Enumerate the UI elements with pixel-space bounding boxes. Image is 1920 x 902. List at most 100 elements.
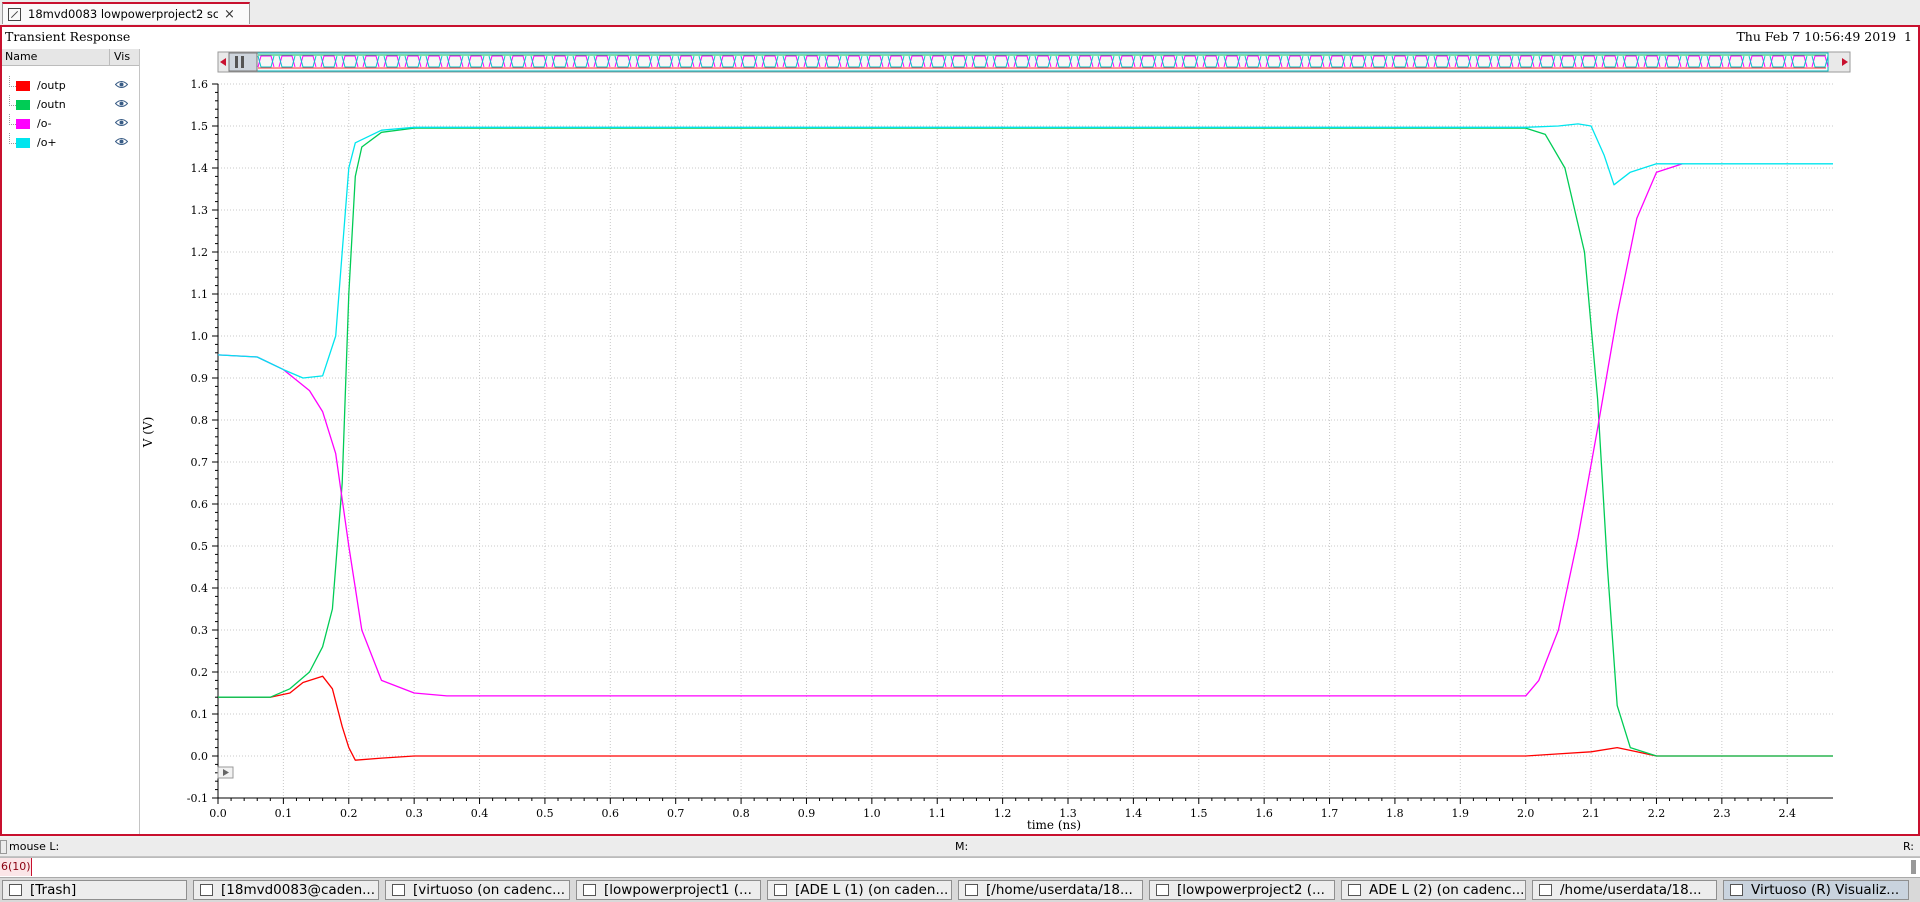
x-tick-label: 0.1	[275, 807, 293, 820]
x-tick-label: 1.9	[1452, 807, 1470, 820]
taskbar-label: [virtuoso (on cadenc...	[413, 882, 566, 898]
overview-strip[interactable]	[217, 51, 1851, 73]
mouse-left-status: mouse L:	[9, 840, 60, 853]
eye-icon[interactable]	[115, 137, 128, 146]
close-icon[interactable]: ×	[224, 6, 235, 22]
legend-item[interactable]: /o+	[2, 133, 139, 152]
play-icon[interactable]	[217, 766, 234, 779]
taskbar-button[interactable]: [virtuoso (on cadenc...	[385, 880, 570, 900]
y-tick-label: 0.2	[191, 666, 209, 679]
resize-handle[interactable]	[1911, 860, 1916, 874]
y-tick-label: 1.0	[191, 330, 209, 343]
x-tick-label: 2.4	[1778, 807, 1796, 820]
mouse-right-status: R:	[1903, 840, 1915, 853]
x-tick-label: 0.4	[471, 807, 489, 820]
chart-grid	[217, 83, 1833, 799]
taskbar-button[interactable]: [18mvd0083@caden...	[193, 880, 379, 900]
taskbar-label: [18mvd0083@caden...	[221, 882, 376, 898]
taskbar-label: [lowpowerproject1 (...	[604, 882, 752, 898]
trace-color-swatch	[16, 81, 30, 91]
transient-chart[interactable]: 0.0 0.1 0.2 0.3 0.4 0.5 0.6 0.7 0.8 0.9 1.0 1.1 1.2 1…	[140, 49, 1890, 834]
x-axis-label: time (ns)	[1027, 818, 1081, 832]
x-tick-label: 1.3	[1059, 807, 1077, 820]
y-axis-label: V (V)	[141, 417, 155, 449]
trace-name: /outn	[37, 98, 66, 111]
series-line-outn[interactable]	[218, 127, 1833, 757]
x-tick-label: 1.4	[1125, 807, 1143, 820]
taskbar-button[interactable]: [Trash]	[2, 880, 187, 900]
window-icon	[774, 884, 787, 896]
x-tick-label: 1.2	[994, 807, 1012, 820]
y-tick-label: 0.1	[191, 708, 209, 721]
trace-color-swatch	[16, 119, 30, 129]
y-tick-label: 1.3	[191, 204, 209, 217]
window-tab[interactable]: 18mvd0083 lowpowerproject2 sc... ×	[2, 2, 250, 24]
overview-left-arrow-icon[interactable]	[220, 58, 226, 66]
plot-timestamp: Thu Feb 7 10:56:49 2019 1	[1736, 29, 1912, 44]
legend-col-name[interactable]: Name	[2, 49, 110, 65]
x-tick-label: 1.7	[1321, 807, 1339, 820]
window-icon	[392, 884, 405, 896]
x-tick-label: 1.1	[928, 807, 946, 820]
eye-icon[interactable]	[115, 118, 128, 127]
x-tick-label: 0.5	[536, 807, 554, 820]
command-line[interactable]: 6(10)	[0, 857, 1920, 877]
taskbar-button[interactable]: [lowpowerproject2 (...	[1149, 880, 1335, 900]
waveform-window-icon	[8, 7, 21, 21]
window-icon	[583, 884, 596, 896]
tab-title: 18mvd0083 lowpowerproject2 sc...	[28, 7, 218, 21]
trace-name: /o-	[37, 117, 52, 130]
overview-right-arrow-icon[interactable]	[1842, 58, 1848, 66]
legend-col-vis[interactable]: Vis	[114, 50, 131, 63]
legend-header: Name Vis	[2, 49, 139, 66]
tab-bar: 18mvd0083 lowpowerproject2 sc... ×	[0, 0, 1920, 26]
taskbar-button[interactable]: [/home/userdata/18...	[958, 880, 1143, 900]
command-count: 6(10)	[0, 858, 32, 876]
window-icon	[1539, 884, 1552, 896]
y-tick-label: 0.7	[191, 456, 209, 469]
legend-item[interactable]: /outn	[2, 95, 139, 114]
x-tick-label: 1.0	[863, 807, 881, 820]
y-tick-label: 0.0	[191, 750, 209, 763]
legend-item[interactable]: /o-	[2, 114, 139, 133]
trace-name: /outp	[37, 79, 66, 92]
series-line-o[interactable]	[217, 163, 1683, 697]
y-tick-label: 0.5	[191, 540, 209, 553]
taskbar-button[interactable]: [ADE L (1) (on caden...	[767, 880, 952, 900]
timestamp-text: Thu Feb 7 10:56:49 2019	[1736, 29, 1897, 44]
y-tick-label: -0.1	[187, 792, 208, 805]
taskbar-label: ADE L (2) (on cadenc...	[1369, 882, 1525, 898]
window-icon	[1348, 884, 1361, 896]
y-tick-label: 0.9	[191, 372, 209, 385]
x-tick-label: 0.9	[798, 807, 816, 820]
series-line-outp[interactable]	[218, 675, 1833, 761]
y-tick-label: 0.8	[191, 414, 209, 427]
eye-icon[interactable]	[115, 99, 128, 108]
series-line-o[interactable]	[217, 123, 1833, 379]
x-tick-label: 0.0	[209, 807, 227, 820]
x-tick-label: 2.2	[1648, 807, 1666, 820]
taskbar-button[interactable]: Virtuoso (R) Visualiz...	[1723, 880, 1909, 900]
taskbar-button[interactable]: [lowpowerproject1 (...	[576, 880, 761, 900]
eye-icon[interactable]	[115, 80, 128, 89]
y-tick-label: 0.4	[191, 582, 209, 595]
window-icon	[1730, 884, 1743, 896]
window-icon	[1156, 884, 1169, 896]
taskbar-label: [Trash]	[30, 882, 77, 898]
y-tick-label: 0.6	[191, 498, 209, 511]
y-tick-label: 1.4	[191, 162, 209, 175]
x-tick-label: 0.7	[667, 807, 685, 820]
legend-item[interactable]: /outp	[2, 76, 139, 95]
mouse-middle-status: M:	[955, 840, 969, 853]
chart-series	[217, 123, 1833, 761]
x-tick-labels: 0.0 0.1 0.2 0.3 0.4 0.5 0.6 0.7 0.8 0.9 1.0 1.1 1.2 1…	[209, 807, 1796, 820]
x-tick-label: 2.0	[1517, 807, 1535, 820]
window-icon	[200, 884, 213, 896]
taskbar-button[interactable]: ADE L (2) (on cadenc...	[1341, 880, 1526, 900]
taskbar-label: [lowpowerproject2 (...	[1177, 882, 1325, 898]
taskbar-button[interactable]: /home/userdata/18...	[1532, 880, 1717, 900]
taskbar: [Trash] [18mvd0083@caden... [virtuoso (on …	[0, 877, 1920, 902]
y-tick-label: 1.5	[191, 120, 209, 133]
trace-color-swatch	[16, 138, 30, 148]
taskbar-label: /home/userdata/18...	[1560, 882, 1702, 898]
